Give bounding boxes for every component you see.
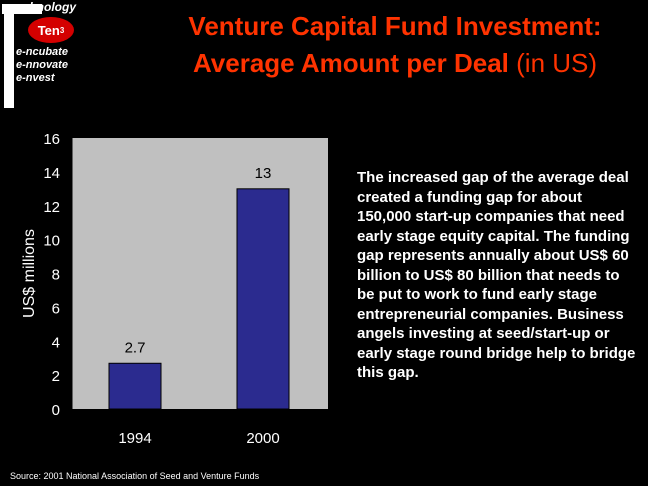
x-tick-label: 2000 — [246, 430, 279, 447]
logo-badge: Ten 3 — [28, 17, 74, 43]
y-tick-label: 0 — [52, 402, 60, 419]
slide-title: Venture Capital Fund Investment: Average… — [150, 8, 640, 82]
title-line-2: Average Amount per Deal (in US) — [150, 45, 640, 82]
logo-badge-text: Ten — [37, 22, 60, 38]
data-label-1994: 2.7 — [125, 339, 146, 356]
y-axis-label: US$ millions — [21, 229, 38, 318]
logo-line-envest: e-nvest — [16, 72, 55, 84]
logo-t-bar — [2, 4, 42, 14]
title-line-2-light: (in US) — [508, 48, 598, 78]
y-tick-label: 4 — [52, 334, 60, 351]
y-tick-label: 8 — [52, 267, 60, 284]
x-tick-label: 1994 — [118, 430, 151, 447]
y-tick-label: 12 — [43, 199, 60, 216]
y-tick-label: 2 — [52, 368, 60, 385]
bar-1994 — [108, 362, 162, 410]
logo-line-encubate: e-ncubate — [16, 46, 68, 58]
title-line-2-bold: Average Amount per Deal — [192, 48, 509, 78]
ten3-logo: echnology Ten 3 e-ncubate e-nnovate e-nve… — [2, 0, 108, 112]
logo-t-stem — [4, 4, 14, 108]
y-tick-label: 6 — [52, 300, 60, 317]
y-tick-label: 10 — [43, 233, 60, 250]
title-line-1: Venture Capital Fund Investment: — [188, 11, 602, 41]
bar-2000 — [236, 188, 290, 410]
y-tick-label: 14 — [43, 165, 60, 182]
data-label-2000: 13 — [255, 165, 272, 182]
logo-badge-sup: 3 — [59, 25, 65, 35]
logo-line-ennovate: e-nnovate — [16, 59, 68, 71]
source-note: Source: 2001 National Association of See… — [10, 471, 260, 481]
logo-technology-text: echnology — [16, 0, 77, 14]
description-text: The increased gap of the average deal cr… — [357, 169, 636, 381]
y-tick-label: 16 — [43, 131, 60, 148]
